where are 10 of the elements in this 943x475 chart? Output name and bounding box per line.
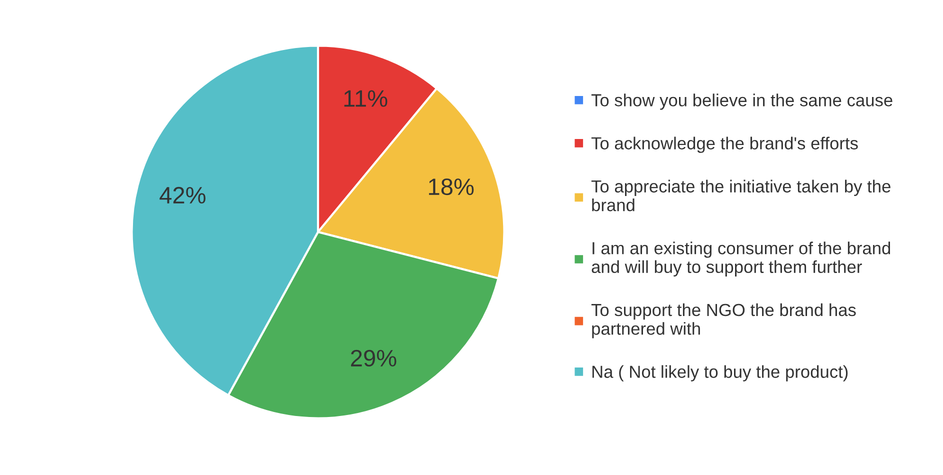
data-label: 11% — [344, 90, 388, 107]
legend-label: I am an existing consumer of the brand and will buy to support them further — [592, 242, 890, 276]
legend-label: Na ( Not likely to buy the product) — [592, 365, 848, 382]
data-label: 18% — [429, 178, 474, 196]
data-label: 29% — [351, 350, 396, 367]
legend-label: To acknowledge the brand's efforts — [591, 136, 858, 153]
legend-label: To show you believe in the same cause — [591, 94, 892, 110]
legend-label: To appreciate the initiative taken by the brand — [591, 180, 890, 212]
legend-label: To support the NGO the brand has partnered with — [591, 303, 856, 338]
data-label: 42% — [160, 186, 206, 204]
